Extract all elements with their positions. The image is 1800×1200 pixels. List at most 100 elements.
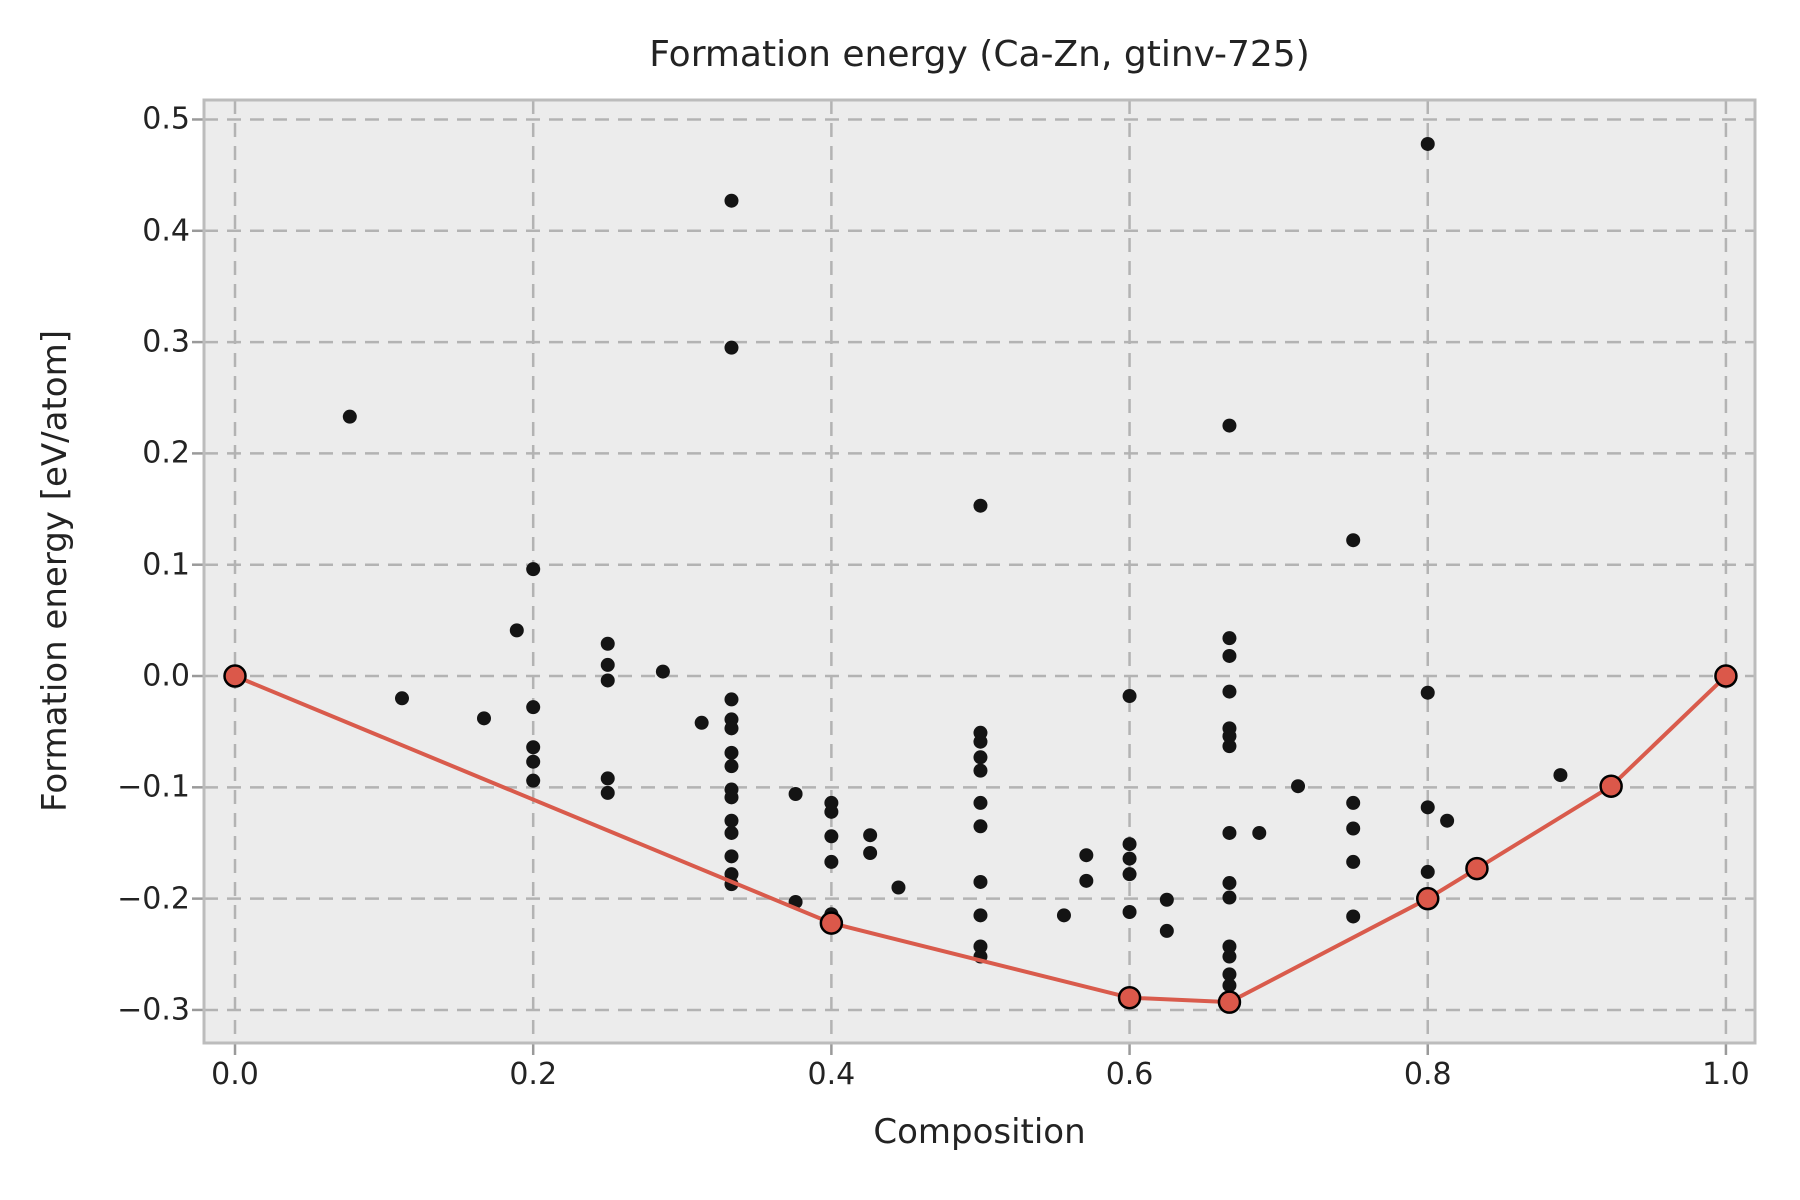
scatter-point (526, 773, 541, 788)
y-tick-label: 0.5 (142, 101, 190, 137)
y-tick-label: −0.1 (117, 769, 190, 805)
chart-title: Formation energy (Ca-Zn, gtinv-725) (649, 34, 1310, 75)
scatter-point (1079, 848, 1094, 863)
hull-point (1217, 990, 1242, 1014)
y-tick-label: 0.0 (142, 658, 190, 694)
scatter-point (1420, 136, 1435, 151)
scatter-point (1420, 800, 1435, 815)
scatter-point (973, 819, 988, 834)
scatter-point (1346, 854, 1361, 869)
scatter-point (824, 829, 839, 844)
scatter-point (600, 636, 615, 651)
hull-point (1714, 664, 1738, 688)
scatter-point (1122, 689, 1137, 704)
hull-line (234, 674, 1728, 1005)
scatter-point (394, 691, 409, 706)
scatter-point (1079, 873, 1094, 888)
scatter-point (1346, 533, 1361, 548)
y-tick-label: 0.4 (142, 213, 190, 249)
x-tick-label: 1.0 (1702, 1057, 1750, 1092)
x-tick-label: 0.2 (509, 1057, 558, 1092)
scatter-point (973, 874, 988, 889)
scatter-point (973, 939, 988, 954)
scatter-point (526, 700, 541, 715)
scatter-point (1346, 909, 1361, 924)
scatter-point (824, 854, 839, 869)
x-tick-label: 0.0 (211, 1057, 259, 1092)
scatter-point (724, 759, 739, 774)
scatter-point (973, 498, 988, 513)
scatter-point (1122, 851, 1137, 866)
scatter-point (1222, 631, 1237, 646)
scatter-point (724, 813, 739, 828)
scatter-point (694, 715, 709, 730)
scatter-point (724, 825, 739, 840)
scatter-point (1222, 684, 1237, 699)
scatter-point (1222, 418, 1237, 433)
y-tick-label: 0.1 (142, 547, 190, 583)
scatter-point (1222, 967, 1237, 982)
scatter-point (724, 745, 739, 760)
scatter-point (1222, 978, 1237, 993)
scatter-point (1122, 837, 1137, 852)
scatter-point (1346, 821, 1361, 836)
scatter-point (1440, 813, 1455, 828)
y-tick-label: −0.3 (117, 992, 190, 1028)
scatter-point (724, 340, 739, 355)
hull-point (1415, 886, 1440, 911)
scatter-point (1346, 795, 1361, 810)
scatter-point (973, 763, 988, 778)
y-tick-label: 0.3 (142, 324, 190, 360)
scatter-point (526, 740, 541, 755)
hull-point (1117, 985, 1142, 1010)
scatter-point (1222, 949, 1237, 964)
scatter-point (1222, 729, 1237, 744)
scatter-point (824, 804, 839, 819)
scatter-point (724, 193, 739, 208)
scatter-point (342, 409, 357, 424)
scatter-point (526, 562, 541, 577)
scatter-point (1252, 825, 1267, 840)
scatter-point (863, 828, 878, 843)
scatter-point (600, 673, 615, 688)
scatter-point (1420, 864, 1435, 879)
y-tick-label: 0.2 (142, 435, 190, 471)
x-tick-label: 0.8 (1403, 1057, 1452, 1092)
scatter-point (724, 721, 739, 736)
scatter-point (1159, 923, 1174, 938)
scatter-point (891, 880, 906, 895)
scatter-point (1222, 890, 1237, 905)
hull-point (819, 911, 844, 935)
scatter-point (863, 845, 878, 860)
scatter-point (1553, 768, 1568, 783)
scatter-point (724, 790, 739, 805)
plot-border (202, 98, 1757, 1045)
scatter-point (1122, 904, 1137, 919)
scatter-point (973, 750, 988, 765)
scatter-point (1222, 825, 1237, 840)
scatter-point (526, 754, 541, 769)
scatter-point (655, 664, 670, 679)
scatter-point (973, 908, 988, 923)
scatter-point (788, 787, 803, 802)
hull-point (1465, 856, 1489, 881)
scatter-point (1222, 876, 1237, 891)
scatter-point (509, 623, 524, 638)
scatter-point (1222, 939, 1237, 954)
scatter-point (1056, 908, 1071, 923)
scatter-point (1291, 779, 1306, 794)
hull-point (223, 664, 247, 688)
scatter-point (973, 734, 988, 749)
x-tick-label: 0.4 (807, 1057, 856, 1092)
scatter-point (476, 711, 491, 726)
x-tick-label: 0.6 (1105, 1057, 1154, 1092)
scatter-point (1122, 867, 1137, 882)
scatter-point (973, 795, 988, 810)
scatter-point (1222, 648, 1237, 663)
x-axis-label: Composition (873, 1112, 1086, 1152)
scatter-point (1420, 685, 1435, 700)
scatter-point (600, 657, 615, 672)
hull-point (1599, 774, 1623, 798)
scatter-point (1222, 739, 1237, 754)
